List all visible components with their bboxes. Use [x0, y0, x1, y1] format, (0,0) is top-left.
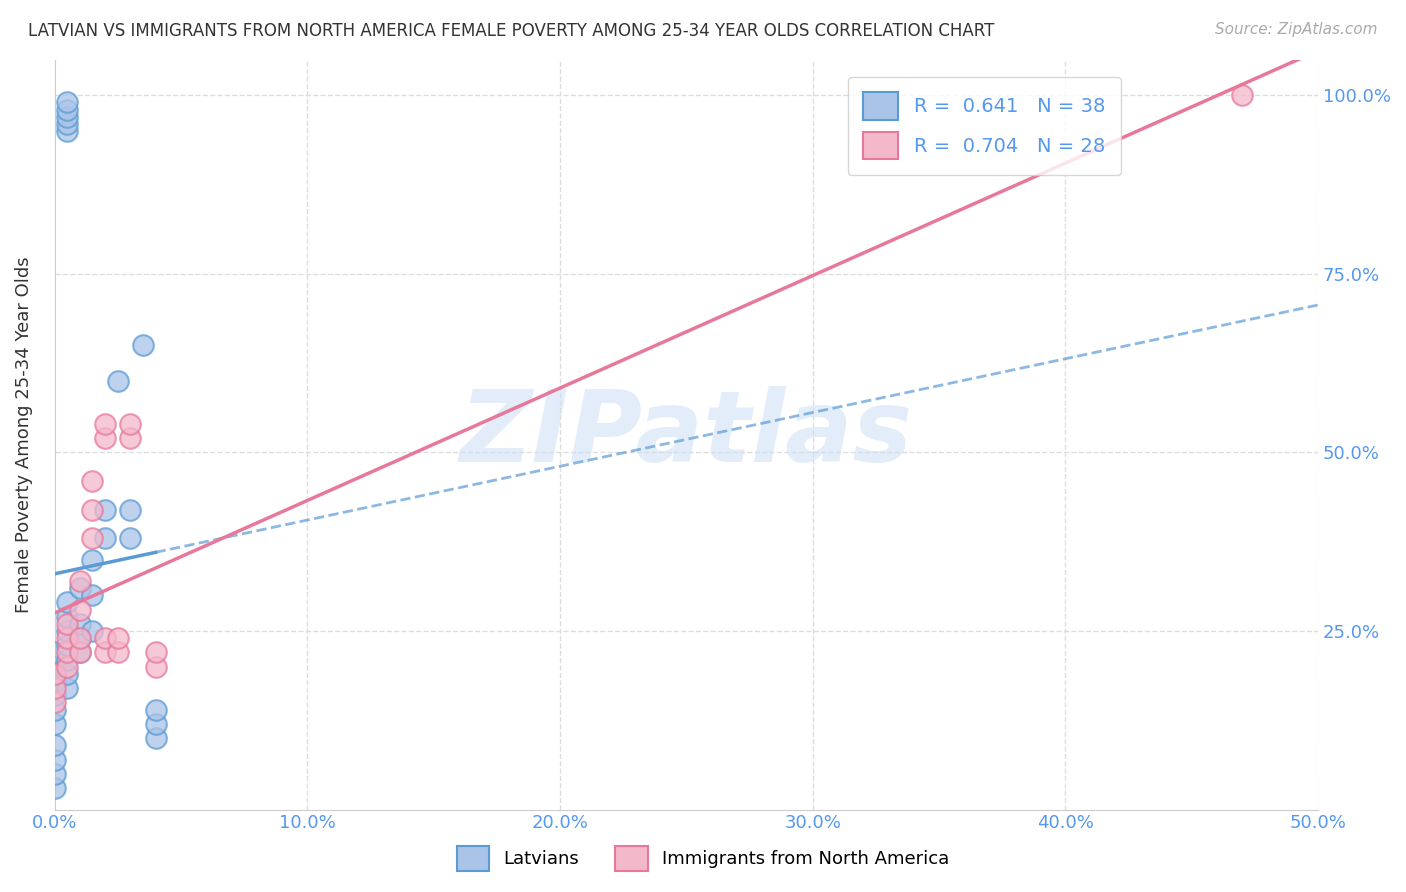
Point [44, 695, 66, 709]
Point [120, 417, 142, 431]
Point [44, 688, 66, 702]
Point [120, 431, 142, 445]
Point [132, 338, 155, 352]
Legend: R =  0.641   N = 38, R =  0.704   N = 28: R = 0.641 N = 38, R = 0.704 N = 28 [848, 77, 1121, 175]
Point [120, 502, 142, 516]
Point [56, 681, 79, 695]
Point [69, 616, 91, 631]
Point [82, 502, 104, 516]
Point [82, 588, 104, 602]
Point [94, 631, 117, 645]
Point [56, 117, 79, 131]
Point [145, 702, 167, 716]
Point [56, 631, 79, 645]
Point [69, 574, 91, 588]
Point [145, 645, 167, 659]
Point [56, 666, 79, 681]
Point [94, 417, 117, 431]
Point [82, 624, 104, 638]
Point [120, 531, 142, 545]
Point [44, 702, 66, 716]
Point [94, 431, 117, 445]
Point [145, 659, 167, 673]
Point [56, 616, 79, 631]
Point [94, 645, 117, 659]
Point [44, 716, 66, 731]
Point [44, 645, 66, 659]
Point [69, 645, 91, 659]
Point [56, 609, 79, 624]
Point [107, 374, 129, 388]
Point [69, 631, 91, 645]
Point [94, 531, 117, 545]
Point [44, 673, 66, 688]
Point [56, 124, 79, 138]
Text: ZIPatlas: ZIPatlas [460, 386, 912, 483]
Text: LATVIAN VS IMMIGRANTS FROM NORTH AMERICA FEMALE POVERTY AMONG 25-34 YEAR OLDS CO: LATVIAN VS IMMIGRANTS FROM NORTH AMERICA… [28, 22, 994, 40]
Point [56, 624, 79, 638]
Point [56, 595, 79, 609]
Point [44, 738, 66, 752]
Point [56, 645, 79, 659]
Point [145, 716, 167, 731]
Point [1232, 88, 1254, 103]
Text: Source: ZipAtlas.com: Source: ZipAtlas.com [1215, 22, 1378, 37]
Point [107, 645, 129, 659]
Point [107, 631, 129, 645]
Point [44, 666, 66, 681]
Point [94, 502, 117, 516]
Point [56, 110, 79, 124]
Legend: Latvians, Immigrants from North America: Latvians, Immigrants from North America [450, 838, 956, 879]
Point [69, 581, 91, 595]
Point [56, 652, 79, 666]
Point [69, 645, 91, 659]
Point [69, 602, 91, 616]
Point [56, 95, 79, 110]
Point [44, 781, 66, 796]
Point [44, 753, 66, 767]
Y-axis label: Female Poverty Among 25-34 Year Olds: Female Poverty Among 25-34 Year Olds [15, 256, 32, 613]
Point [145, 731, 167, 745]
Point [56, 659, 79, 673]
Point [82, 474, 104, 488]
Point [44, 767, 66, 781]
Point [56, 638, 79, 652]
Point [69, 631, 91, 645]
Point [82, 552, 104, 566]
Point [56, 103, 79, 117]
Point [44, 659, 66, 673]
Point [82, 531, 104, 545]
Point [44, 681, 66, 695]
